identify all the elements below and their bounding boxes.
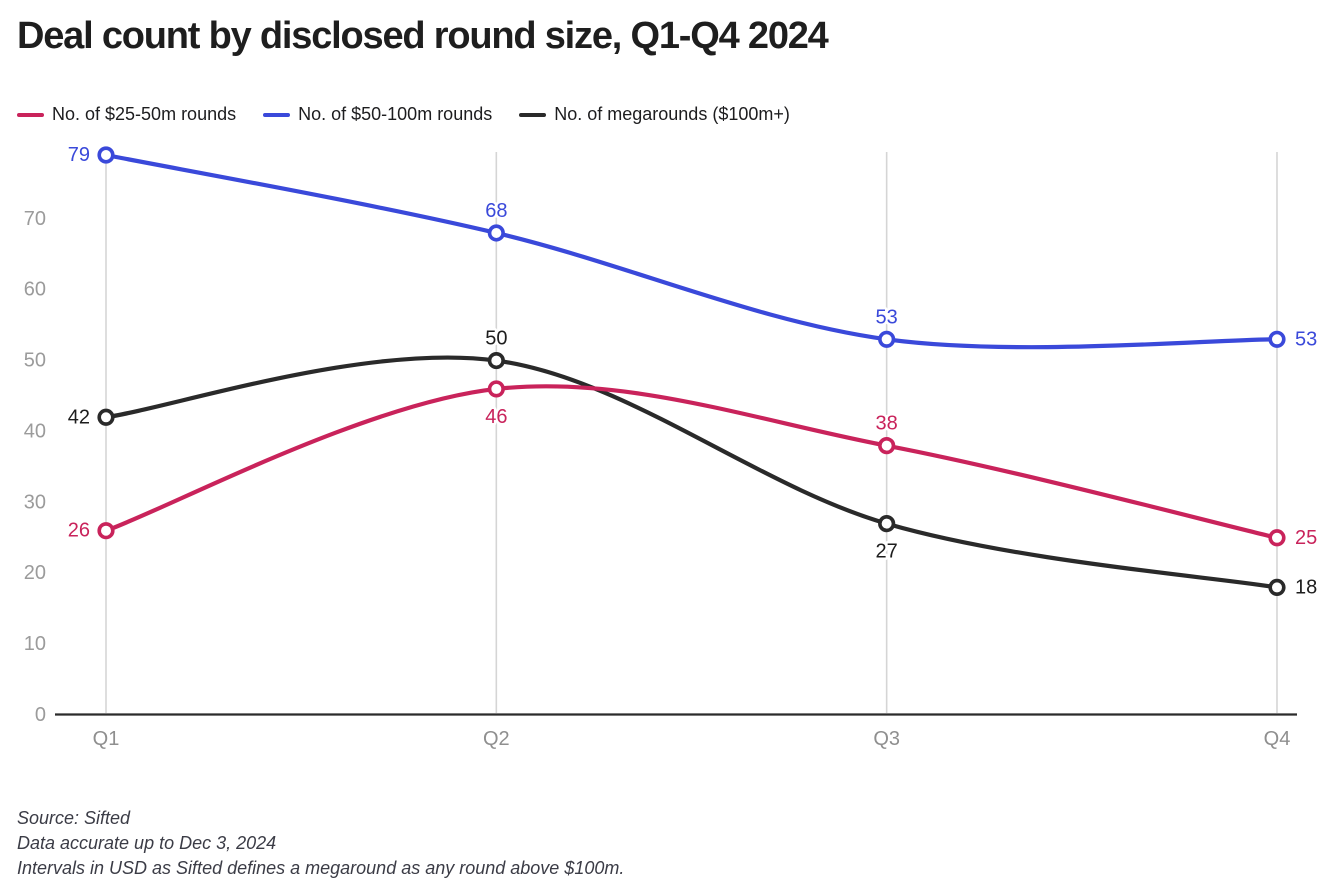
data-point-marker [1268,529,1286,547]
data-point-label: 18 [1295,576,1317,598]
y-tick-label: 20 [24,562,46,584]
data-point-marker [878,330,896,348]
y-tick-label: 0 [35,704,46,726]
data-point-label: 38 [876,413,898,435]
y-tick-label: 70 [24,208,46,230]
x-tick-label: Q4 [1264,728,1291,750]
series-line [103,384,1280,540]
data-point-marker [487,224,505,242]
y-tick-label: 30 [24,491,46,513]
data-point-label: 26 [68,520,90,542]
chart-title: Deal count by disclosed round size, Q1-Q… [17,15,829,57]
data-point-label: 25 [1295,527,1317,549]
legend-line-swatch [17,112,44,117]
y-tick-label: 10 [24,633,46,655]
accuracy-note: Data accurate up to Dec 3, 2024 [17,833,277,853]
legend-item: No. of $50-100m rounds [263,104,492,125]
y-tick-label: 60 [24,279,46,301]
chart-legend: No. of $25-50m rounds No. of $50-100m rou… [17,104,790,125]
data-point-marker [1268,578,1286,597]
x-tick-label: Q3 [873,728,900,750]
x-tick-label: Q1 [93,728,120,750]
legend-line-swatch [263,112,291,117]
source-note: Source: Sifted [17,808,131,828]
legend-item: No. of megarounds ($100m+) [519,104,790,125]
data-point-label: 53 [876,306,898,328]
legend-label: No. of $25-50m rounds [52,104,237,124]
legend-line-swatch [519,112,547,117]
data-point-marker [487,351,505,370]
data-point-label: 27 [876,541,898,563]
data-point-marker [1268,330,1286,348]
data-point-marker [97,146,115,164]
data-point-label: 50 [485,328,507,350]
y-tick-label: 40 [24,420,46,442]
data-point-label: 79 [68,144,90,166]
x-tick-label: Q2 [483,728,510,750]
data-point-marker [97,522,115,540]
data-point-marker [97,408,115,426]
legend-label: No. of megarounds ($100m+) [554,104,790,124]
data-point-label: 53 [1295,328,1317,350]
y-tick-label: 50 [24,350,46,372]
data-point-marker [878,515,896,533]
series-line [103,152,1280,350]
data-point-label: 42 [68,406,90,428]
series-line [103,355,1280,590]
legend-item: No. of $25-50m rounds [17,104,236,125]
data-point-label: 68 [485,200,507,222]
data-point-marker [878,437,896,455]
definition-note: Intervals in USD as Sifted defines a meg… [17,858,625,878]
data-point-marker [487,380,505,398]
data-point-label: 46 [485,406,507,428]
chart-footnotes: Source: Sifted Data accurate up to Dec 3… [17,806,624,881]
legend-label: No. of $50-100m rounds [298,104,493,124]
